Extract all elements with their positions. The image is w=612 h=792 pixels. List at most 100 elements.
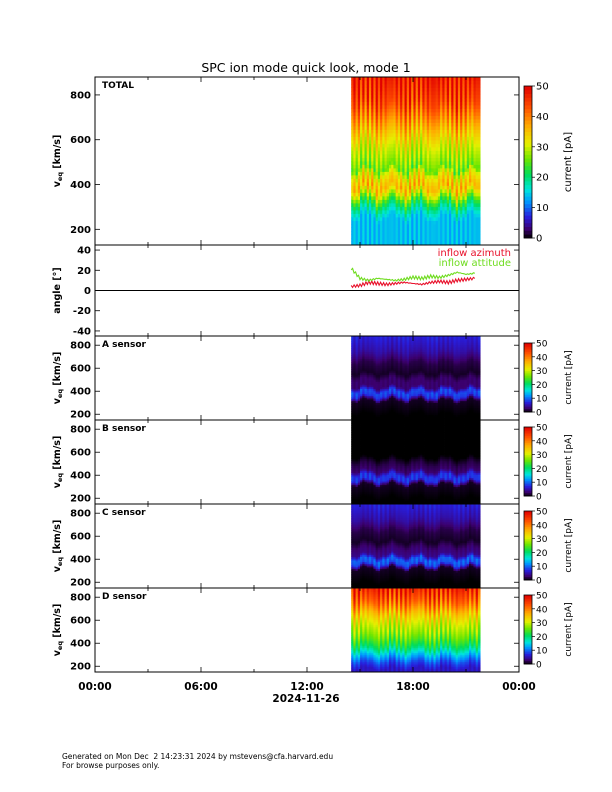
heatmap-cell <box>424 185 428 190</box>
heatmap-cell <box>391 147 394 151</box>
heatmap-cell <box>446 91 450 95</box>
heatmap-cell <box>355 136 359 141</box>
heatmap-cell <box>406 178 410 183</box>
heatmap-cell <box>351 98 354 102</box>
heatmap-cell <box>426 136 430 141</box>
heatmap-cell <box>435 119 439 123</box>
heatmap-cell <box>413 182 417 186</box>
heatmap-cell <box>395 80 399 85</box>
heatmap-cell <box>473 241 477 246</box>
heatmap-cell <box>395 147 399 151</box>
heatmap-cell <box>464 150 468 155</box>
colorbar-cell <box>524 188 532 193</box>
heatmap-cell <box>404 178 408 183</box>
heatmap-cell <box>426 147 430 151</box>
heatmap-cell <box>464 87 468 92</box>
heatmap-cell <box>426 154 430 158</box>
heatmap-cell <box>353 140 357 144</box>
heatmap-cell <box>428 175 432 179</box>
heatmap-cell <box>464 189 468 193</box>
heatmap-cell <box>422 210 425 214</box>
heatmap-cell <box>462 84 465 88</box>
heatmap-cell <box>466 147 470 151</box>
heatmap-cell <box>393 227 397 232</box>
heatmap-cell <box>426 220 430 225</box>
heatmap-cell <box>453 231 457 235</box>
heatmap-cell <box>457 136 461 141</box>
heatmap-cell <box>402 98 405 102</box>
heatmap-cell <box>382 234 385 239</box>
heatmap-cell <box>453 126 457 130</box>
heatmap-cell <box>397 161 401 165</box>
heatmap-cell <box>433 210 437 214</box>
heatmap-cell <box>466 80 470 85</box>
heatmap-cell <box>420 126 423 130</box>
heatmap-cell <box>460 157 463 162</box>
heatmap-cell <box>386 185 390 190</box>
heatmap-cell <box>351 136 354 141</box>
heatmap-cell <box>397 185 401 190</box>
heatmap-cell <box>357 126 361 130</box>
heatmap-cell <box>473 213 477 218</box>
heatmap-cell <box>380 168 383 172</box>
heatmap-cell <box>380 147 383 151</box>
heatmap-cell <box>435 87 439 92</box>
heatmap-cell <box>360 203 363 207</box>
heatmap-cell <box>357 136 361 141</box>
heatmap-cell <box>422 136 425 141</box>
heatmap-cell <box>464 140 468 144</box>
heatmap-cell <box>386 192 390 197</box>
heatmap-cell <box>355 196 359 200</box>
colorbar-cell <box>524 184 532 189</box>
heatmap-cell <box>388 206 392 211</box>
heatmap-cell <box>440 143 443 148</box>
heatmap-cell <box>422 150 425 155</box>
heatmap-cell <box>400 224 403 228</box>
heatmap-cell <box>451 154 454 158</box>
heatmap-cell <box>355 168 359 172</box>
heatmap-cell <box>453 206 457 211</box>
heatmap-cell <box>371 231 374 235</box>
heatmap-cell <box>473 157 477 162</box>
heatmap-cell <box>408 91 412 95</box>
heatmap-cell <box>451 203 454 207</box>
heatmap-cell <box>355 115 359 120</box>
heatmap-cell <box>466 157 470 162</box>
heatmap-cell <box>451 133 454 137</box>
heatmap-cell <box>377 185 381 190</box>
heatmap-cell <box>382 238 385 242</box>
heatmap-cell <box>413 129 417 134</box>
heatmap-cell <box>384 98 388 102</box>
heatmap-cell <box>415 164 419 169</box>
heatmap-cell <box>417 238 421 242</box>
heatmap-cell <box>373 157 377 162</box>
heatmap-cell <box>357 220 361 225</box>
heatmap-cell <box>406 175 410 179</box>
heatmap-cell <box>420 150 423 155</box>
heatmap-cell <box>386 217 390 221</box>
heatmap-cell <box>413 164 417 169</box>
heatmap-cell <box>371 161 374 165</box>
heatmap-cell <box>413 210 417 214</box>
heatmap-cell <box>384 115 388 120</box>
heatmap-cell <box>477 206 481 211</box>
heatmap-cell <box>444 203 448 207</box>
heatmap-cell <box>451 175 454 179</box>
heatmap-cell <box>391 220 394 225</box>
heatmap-cell <box>400 231 403 235</box>
heatmap-cell <box>397 87 401 92</box>
heatmap-cell <box>473 147 477 151</box>
heatmap-cell <box>455 206 459 211</box>
heatmap-cell <box>408 143 412 148</box>
heatmap-cell <box>357 157 361 162</box>
heatmap-cell <box>380 84 383 88</box>
heatmap-cell <box>375 196 379 200</box>
heatmap-cell <box>351 234 354 239</box>
heatmap-cell <box>464 192 468 197</box>
heatmap-cell <box>351 101 354 106</box>
heatmap-cell <box>397 112 401 116</box>
heatmap-cell <box>391 203 394 207</box>
heatmap-cell <box>386 91 390 95</box>
heatmap-cell <box>391 196 394 200</box>
heatmap-cell <box>455 101 459 106</box>
